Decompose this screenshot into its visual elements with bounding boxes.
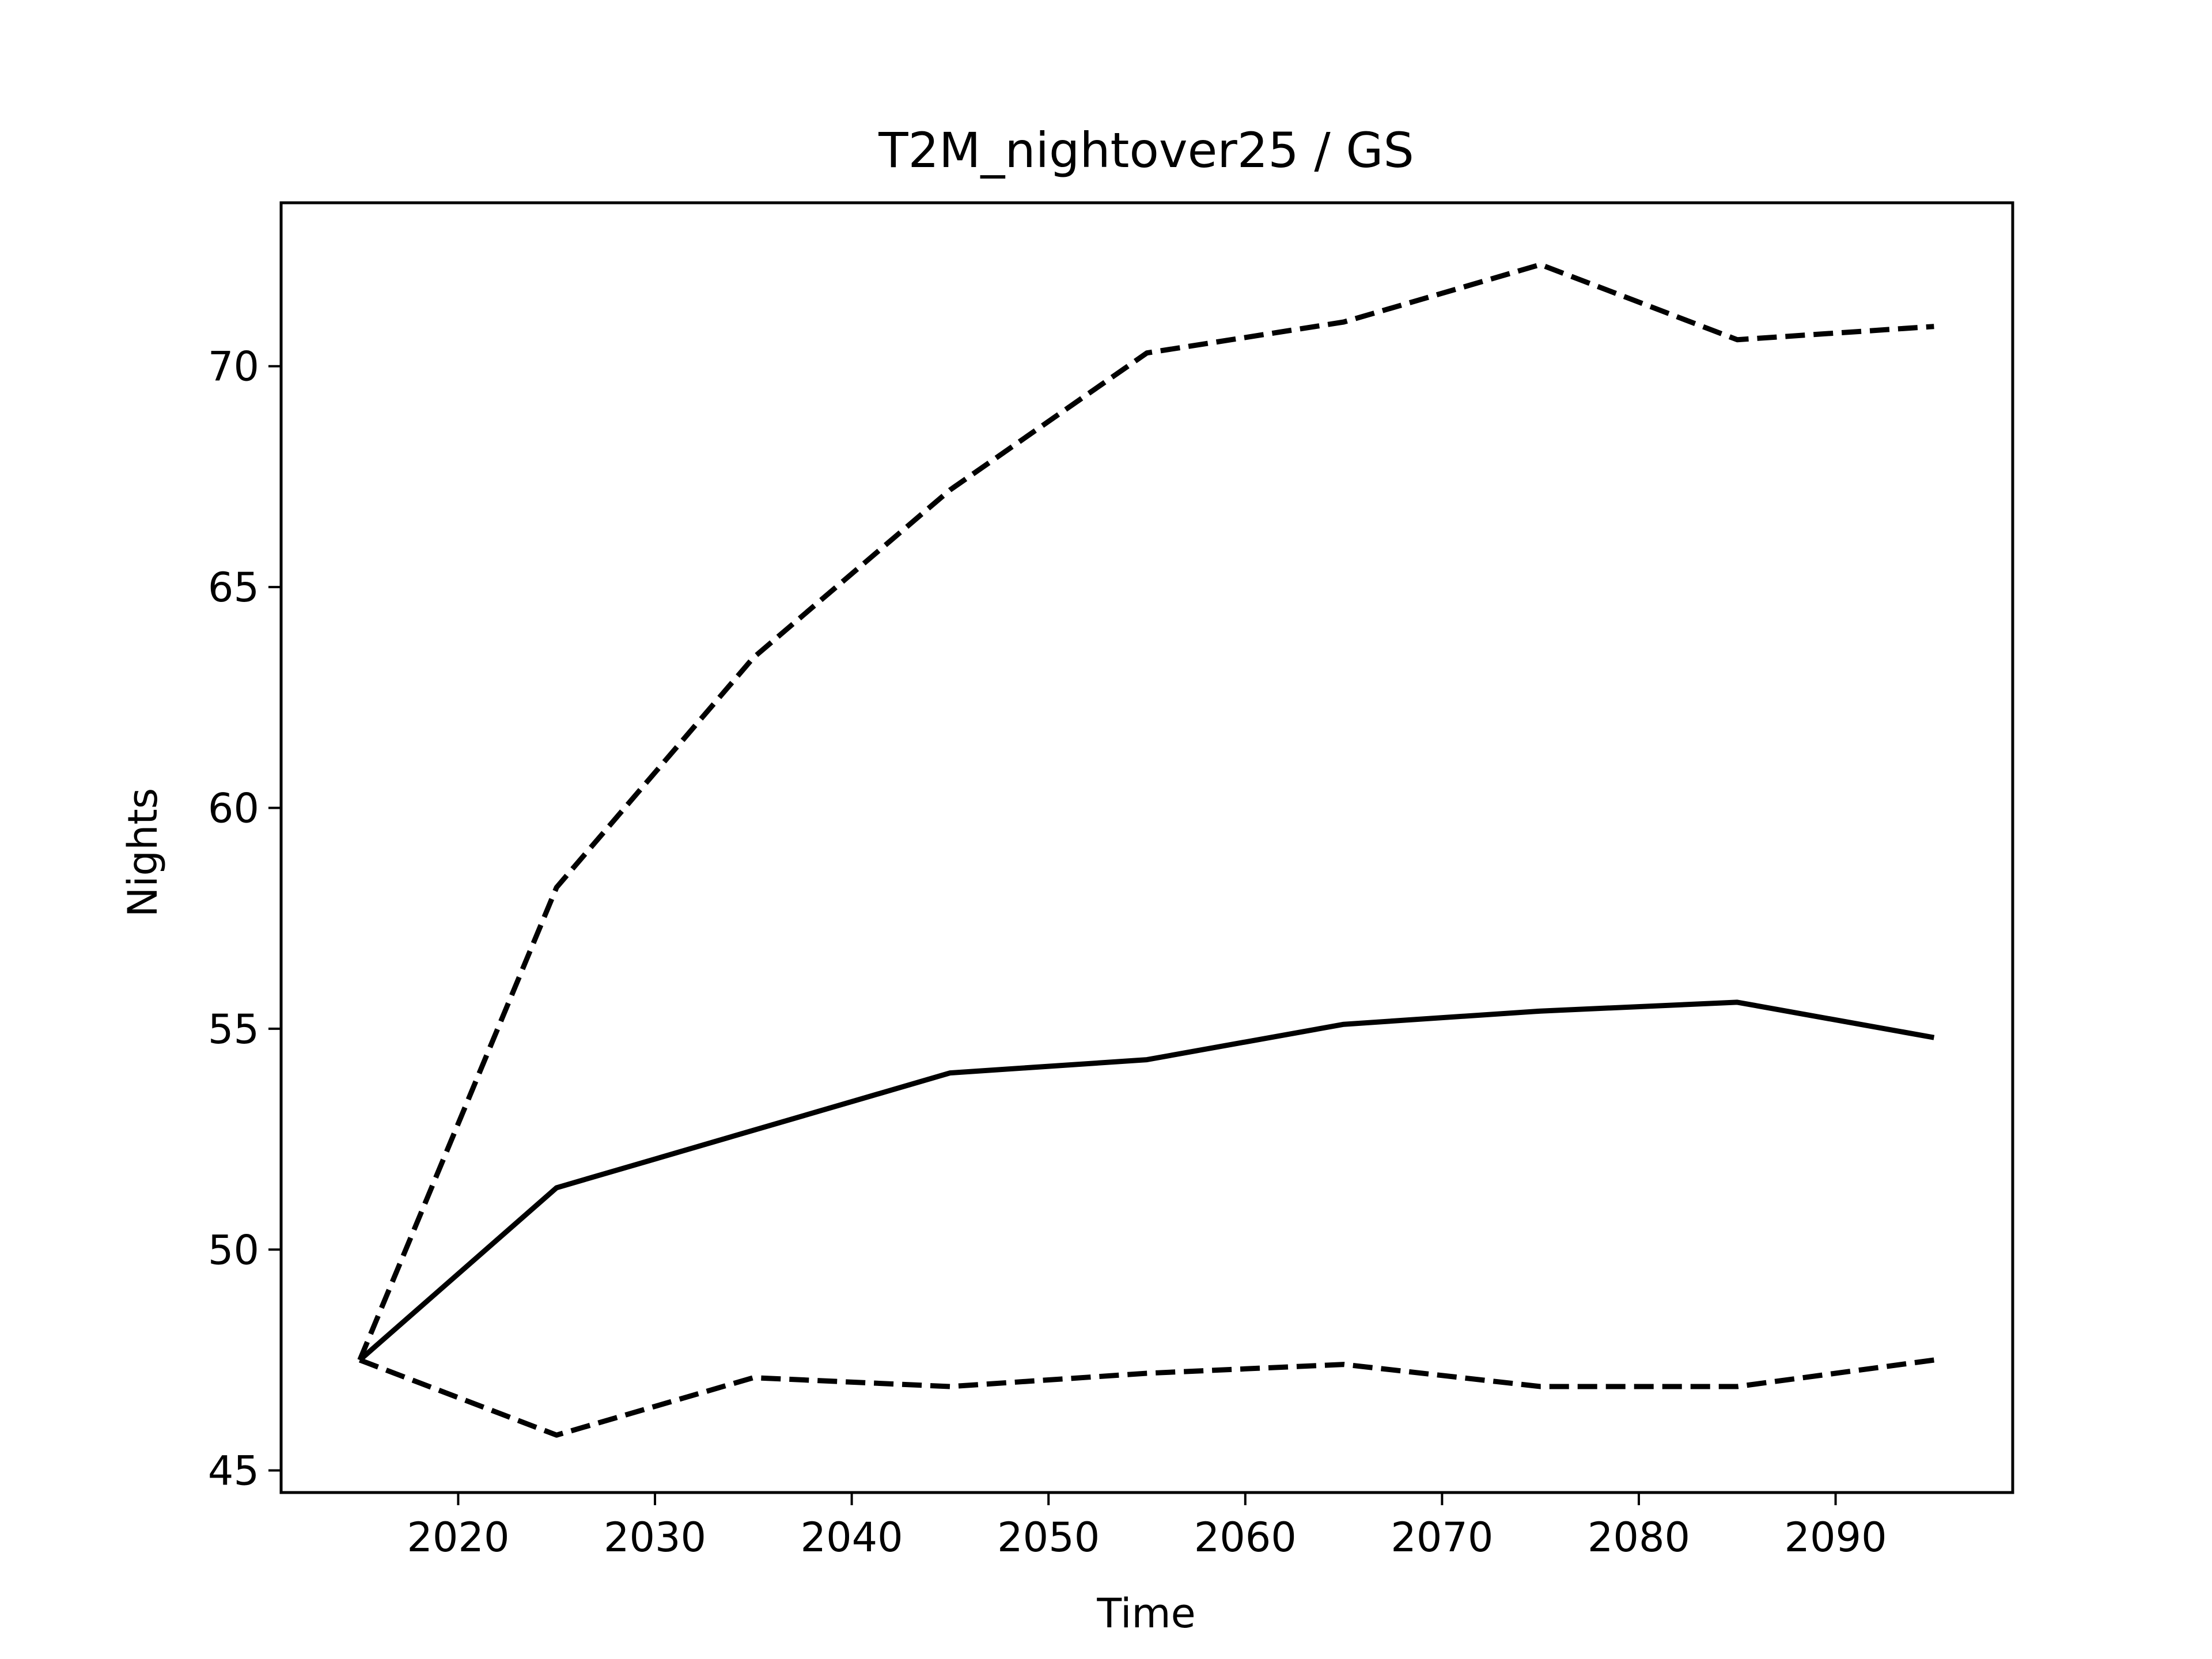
y-axis-label: Nights xyxy=(119,788,166,918)
y-tick-label: 65 xyxy=(208,564,259,611)
y-tick-label: 50 xyxy=(208,1226,259,1274)
x-tick-label: 2060 xyxy=(1194,1514,1297,1561)
dashed-series-line-3 xyxy=(358,1357,1935,1438)
series-layer xyxy=(357,262,1935,1438)
x-tick-label: 2090 xyxy=(1784,1514,1887,1561)
x-axis-label: Time xyxy=(1096,1590,1195,1637)
x-tick-label: 2020 xyxy=(407,1514,509,1561)
x-tick-label: 2050 xyxy=(997,1514,1100,1561)
x-tick-label: 2030 xyxy=(604,1514,706,1561)
y-tick-label: 55 xyxy=(208,1006,259,1053)
dashed-series-line-2 xyxy=(357,262,1934,1361)
y-tick-label: 45 xyxy=(208,1448,259,1495)
chart-title: T2M_nightover25 / GS xyxy=(878,122,1414,179)
x-tick-label: 2080 xyxy=(1588,1514,1690,1561)
solid-series-line-1 xyxy=(358,999,1935,1362)
x-tick-label: 2040 xyxy=(801,1514,903,1561)
y-tick-label: 60 xyxy=(208,785,259,832)
plot-area-frame xyxy=(279,201,2014,1494)
y-tick-label: 70 xyxy=(208,343,259,391)
ticks-layer: 2020 2030 2040 2050 2060 2070 2080 2090 45 50 55 60… xyxy=(208,343,1887,1561)
x-tick-label: 2070 xyxy=(1391,1514,1493,1561)
